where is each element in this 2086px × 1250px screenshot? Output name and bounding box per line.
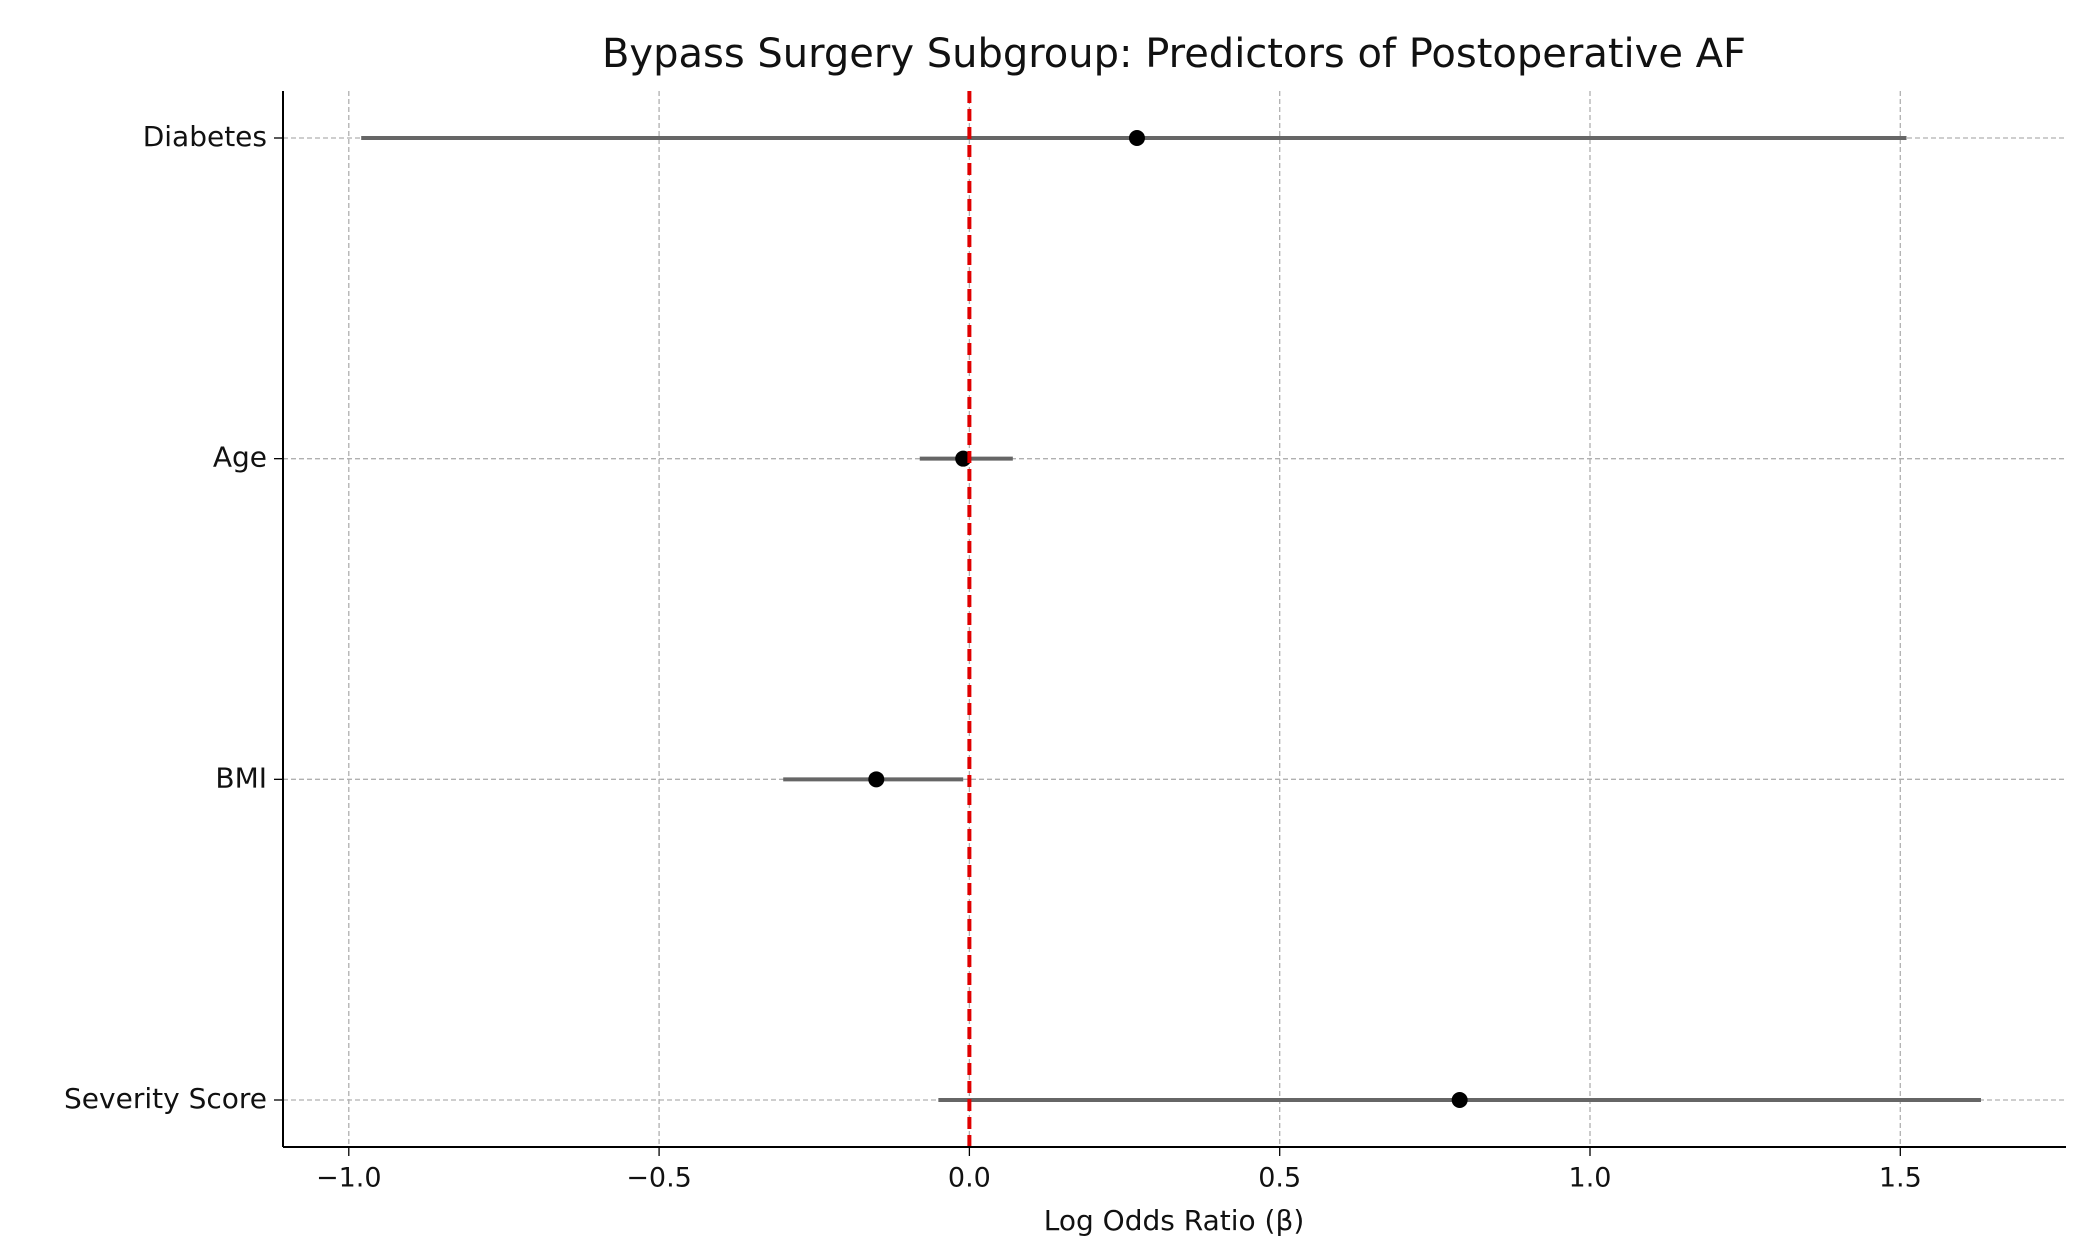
x-axis-label: Log Odds Ratio (β) <box>1044 1204 1305 1237</box>
point-estimate <box>1128 130 1145 146</box>
point-estimate <box>868 771 885 788</box>
y-tick-label: Diabetes <box>143 120 267 153</box>
x-tick-label: 0.5 <box>1258 1163 1301 1194</box>
point-estimate <box>1451 1092 1468 1108</box>
x-tick-label: 1.0 <box>1569 1163 1612 1194</box>
chart-title: Bypass Surgery Subgroup: Predictors of P… <box>602 31 1746 77</box>
y-tick-label: Severity Score <box>64 1082 267 1115</box>
x-tick-label: −1.0 <box>316 1163 382 1194</box>
point-estimate <box>955 450 972 467</box>
y-tick-label: Age <box>213 441 267 474</box>
x-tick-label: −0.5 <box>626 1163 692 1194</box>
x-tick-label: 0.0 <box>948 1163 991 1194</box>
y-tick-label: BMI <box>215 761 267 794</box>
x-tick-label: 1.5 <box>1879 1163 1922 1194</box>
